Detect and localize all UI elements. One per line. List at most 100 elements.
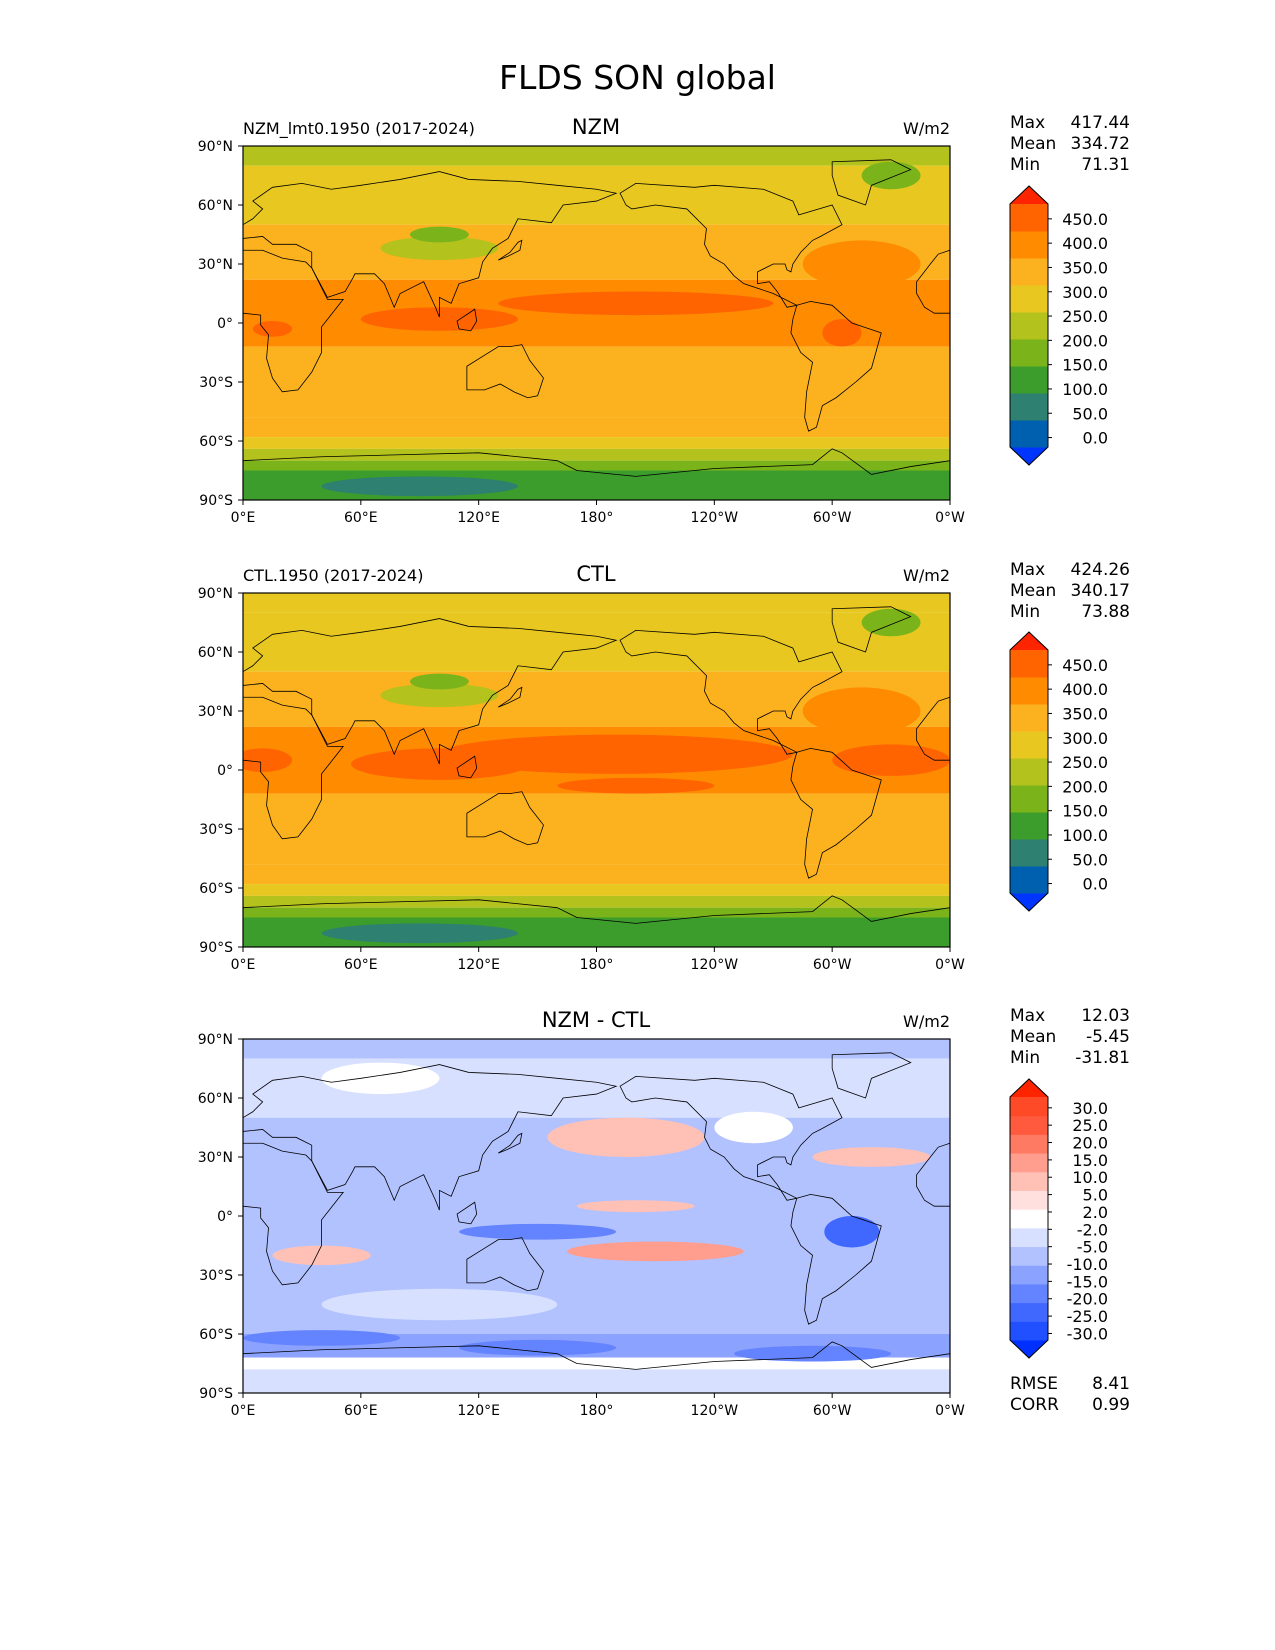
colorbar-label: 100.0 <box>1062 380 1108 399</box>
colorbar-swatch <box>1010 366 1048 394</box>
contour-band <box>243 346 950 418</box>
colorbar-extend-max <box>1010 186 1048 204</box>
contour-patch <box>321 476 518 497</box>
colorbar-swatch <box>1010 1171 1048 1191</box>
colorbar-swatch <box>1010 650 1048 678</box>
x-tick-label: 180° <box>580 957 614 973</box>
stat-value-max: 417.44 <box>1071 113 1130 133</box>
units-label: W/m2 <box>903 1012 950 1031</box>
coastline-eurasia <box>243 171 618 318</box>
map-field <box>243 146 950 500</box>
contour-patch <box>380 683 499 708</box>
coastlines <box>243 1052 950 1370</box>
rmse-value: 8.41 <box>1092 1374 1130 1394</box>
contour-patch <box>557 777 715 794</box>
map-field <box>243 1039 950 1393</box>
colorbar-swatch <box>1010 1153 1048 1173</box>
contour-band <box>243 612 950 672</box>
x-tick-label: 0°W <box>935 1403 965 1419</box>
contour-band <box>243 884 950 896</box>
coastline-samerica <box>790 747 882 879</box>
y-tick-label: 60°N <box>198 645 233 661</box>
colorbar-label: -2.0 <box>1077 1220 1108 1239</box>
x-tick-label: 120°W <box>691 510 739 526</box>
colorbar-swatch <box>1010 231 1048 259</box>
coastline-japan <box>498 239 523 261</box>
colorbar-swatch <box>1010 758 1048 786</box>
colorbar-label: 150.0 <box>1062 356 1108 375</box>
colorbar-swatch <box>1010 312 1048 340</box>
contour-band <box>243 460 950 471</box>
contour-band <box>243 907 950 918</box>
coastline-japan <box>498 686 523 708</box>
colorbar-swatch <box>1010 1097 1048 1117</box>
colorbar-swatch <box>1010 204 1048 232</box>
colorbar-label: 50.0 <box>1072 850 1108 869</box>
coastline-eurasia <box>243 618 618 765</box>
colorbar-swatch <box>1010 785 1048 813</box>
colorbar-swatch <box>1010 1283 1048 1304</box>
coastline-namerica <box>619 1075 843 1201</box>
contour-patch <box>832 744 950 776</box>
stat-label: Min <box>1010 155 1040 175</box>
coastline-africa <box>243 696 344 840</box>
x-tick-label: 60°E <box>344 510 378 526</box>
coastline-greenland <box>831 606 912 653</box>
colorbar-swatch <box>1010 258 1048 286</box>
x-tick-label: 0°E <box>231 1403 256 1419</box>
stat-value-max: 12.03 <box>1081 1006 1130 1026</box>
colorbar-label: -20.0 <box>1067 1290 1108 1309</box>
colorbar-swatch <box>1010 866 1048 894</box>
y-tick-label: 90°N <box>198 586 233 602</box>
y-tick-label: 30°S <box>199 822 233 838</box>
corr-value: 0.99 <box>1092 1395 1130 1415</box>
stat-label: Min <box>1010 602 1040 622</box>
y-tick-label: 90°S <box>199 940 233 956</box>
x-tick-label: 60°E <box>344 957 378 973</box>
contour-patch <box>537 328 656 341</box>
contour-band <box>243 1357 950 1370</box>
x-tick-label: 60°W <box>813 510 852 526</box>
colorbar-label: 25.0 <box>1072 1116 1108 1135</box>
x-tick-label: 0°E <box>231 957 256 973</box>
colorbar <box>1009 631 1052 912</box>
colorbar-swatch <box>1010 1209 1048 1229</box>
coastlines <box>243 606 950 924</box>
colorbar-label: 2.0 <box>1083 1203 1108 1222</box>
coastline-africaW <box>916 1142 950 1207</box>
x-tick-label: 0°W <box>935 510 965 526</box>
contour-band <box>243 1369 950 1393</box>
x-tick-label: 0°W <box>935 957 965 973</box>
coastline-samerica <box>790 300 882 432</box>
x-tick-label: 120°E <box>457 1403 500 1419</box>
colorbar-label: 450.0 <box>1062 210 1108 229</box>
colorbar-extend-min <box>1010 1340 1048 1358</box>
contour-band <box>243 165 950 225</box>
y-tick-label: 60°S <box>199 1327 233 1343</box>
contour-band <box>243 417 950 438</box>
colorbar-label: 250.0 <box>1062 307 1108 326</box>
coastline-africa <box>243 1142 344 1286</box>
colorbar-swatch <box>1010 677 1048 705</box>
colorbar-swatch <box>1010 839 1048 867</box>
colorbar-outline <box>1009 631 1049 912</box>
stat-label: Mean <box>1010 134 1056 154</box>
contour-patch <box>802 687 921 735</box>
colorbar-swatch <box>1010 1246 1048 1266</box>
colorbar-label: 10.0 <box>1072 1168 1108 1187</box>
coastline-africa <box>243 249 344 393</box>
contour-patch <box>733 1345 892 1362</box>
rmse-label: RMSE <box>1010 1374 1058 1394</box>
units-label: W/m2 <box>903 566 950 585</box>
contour-patch <box>822 319 862 347</box>
colorbar-label: 350.0 <box>1062 258 1108 277</box>
y-tick-label: 90°N <box>198 1032 233 1048</box>
contour-patch <box>321 1288 558 1321</box>
coastline-australia <box>466 1237 544 1292</box>
coastline-australia <box>466 791 544 846</box>
colorbar-outline <box>1009 185 1049 466</box>
contour-patch <box>547 1117 705 1158</box>
y-tick-label: 90°S <box>199 1386 233 1402</box>
contour-patch <box>272 1245 371 1266</box>
